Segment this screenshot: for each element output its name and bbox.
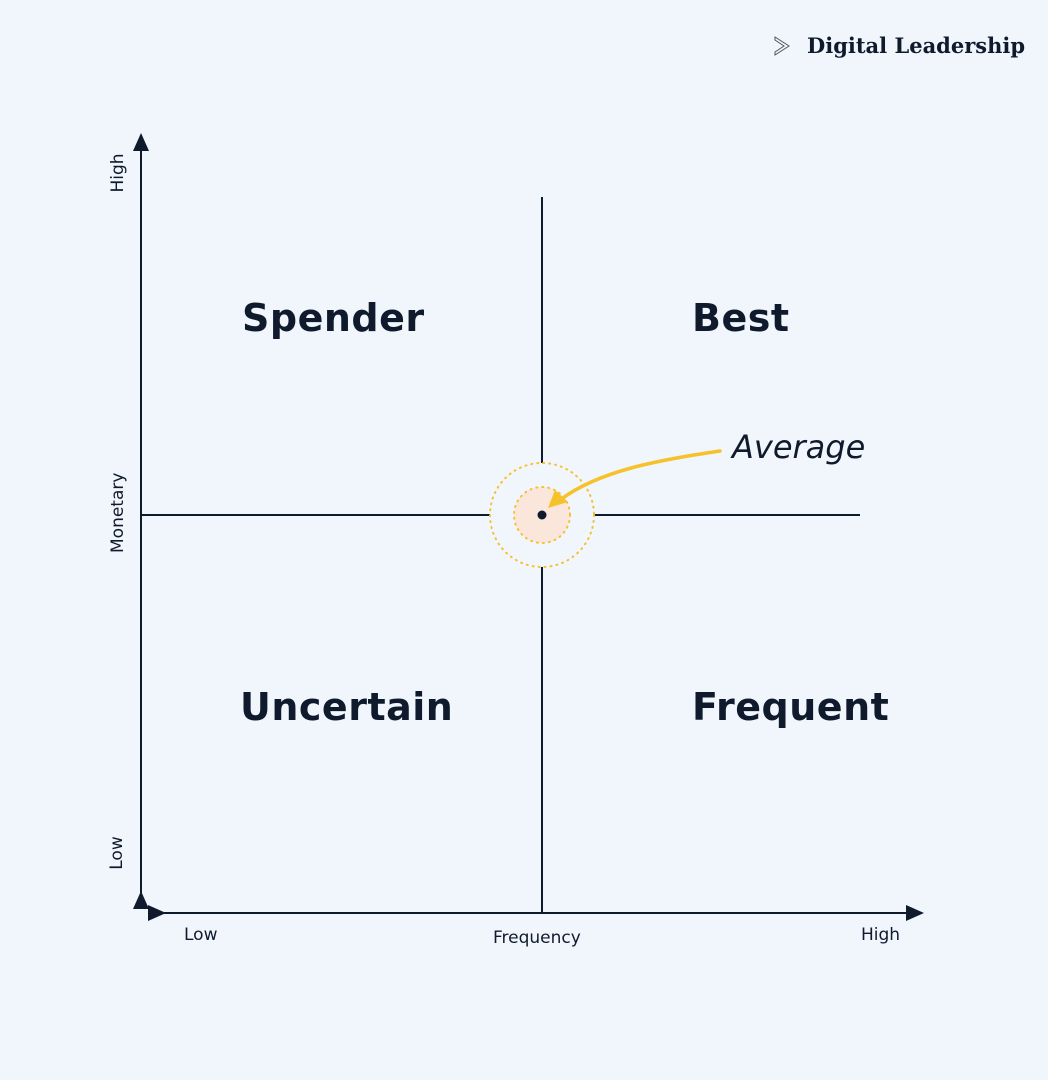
quadrant-best: Best — [692, 296, 790, 340]
arrow-head-icon — [548, 490, 568, 508]
x-low-label: Low — [184, 925, 218, 945]
brand-name: Digital Leadership — [807, 33, 1026, 58]
chevron-right-outline-icon — [774, 35, 790, 56]
average-label: Average — [732, 428, 866, 466]
quadrant-frequent: Frequent — [692, 685, 890, 729]
y-axis-label: Monetary — [108, 472, 128, 553]
average-outer-ring — [489, 462, 595, 568]
x-high-label: High — [861, 925, 901, 945]
y-low-label: Low — [107, 836, 127, 870]
brand-logo: Digital Leadership — [773, 33, 1025, 58]
quadrant-uncertain: Uncertain — [240, 685, 454, 729]
x-axis-label: Frequency — [493, 928, 581, 948]
y-high-label: High — [108, 153, 128, 193]
average-point — [537, 510, 547, 520]
average-arrow — [558, 449, 722, 502]
quadrant-spender: Spender — [242, 296, 425, 340]
